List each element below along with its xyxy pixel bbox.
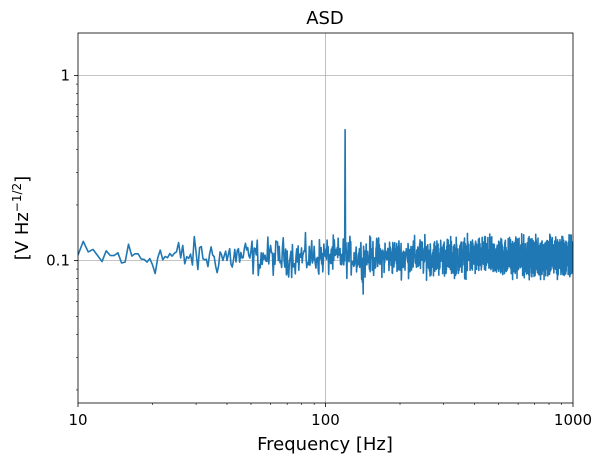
y-tick-label: 1	[60, 67, 70, 85]
y-axis-label-main: [V Hz	[12, 212, 33, 260]
x-tick-label: 100	[311, 411, 340, 429]
asd-series-line	[78, 128, 573, 295]
y-axis-label-sup: −1/2	[10, 183, 24, 212]
plot-frame	[77, 32, 574, 404]
x-tick-labels: 10 100 1000	[68, 411, 592, 429]
x-axis-label: Frequency [Hz]	[257, 434, 393, 455]
grid-lines	[78, 33, 573, 403]
chart-title: ASD	[306, 8, 344, 29]
x-tick-label: 10	[68, 411, 87, 429]
y-axis-label: [V Hz−1/2]	[10, 176, 33, 260]
y-tick-label: 0.1	[46, 252, 70, 270]
x-tick-label: 1000	[554, 411, 592, 429]
y-axis-label-end: ]	[12, 176, 33, 183]
y-tick-labels: 0.11	[46, 67, 70, 270]
major-ticks	[74, 75, 574, 407]
